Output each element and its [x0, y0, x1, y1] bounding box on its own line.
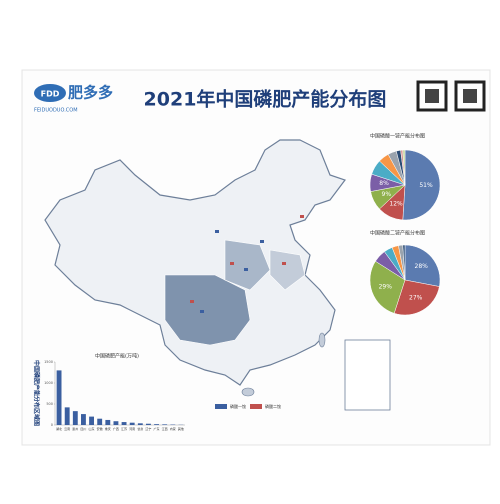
pie-label: 29% [379, 284, 393, 291]
hainan [242, 388, 254, 396]
bar [97, 419, 102, 425]
bar [138, 423, 143, 425]
x-tick-label: 重庆 [105, 426, 111, 431]
x-tick-label: 内蒙 [170, 426, 176, 431]
pie-label: 51% [419, 182, 433, 189]
bar [73, 411, 78, 425]
x-tick-label: 贵州 [72, 426, 78, 431]
pie-label: 28% [415, 263, 429, 270]
pie-label: 9% [382, 191, 392, 198]
x-tick-label: 其他 [178, 426, 184, 431]
x-tick-label: 山东 [89, 426, 95, 431]
pie-title: 中国磷酸一铵产能分布图 [370, 133, 425, 140]
bar-title: 中国磷肥产能(万吨) [95, 353, 139, 360]
bar [105, 420, 110, 425]
bar [154, 424, 159, 425]
y-tick-label: 500 [46, 402, 53, 406]
bar [122, 422, 127, 425]
y-tick-label: 1500 [44, 360, 53, 364]
x-tick-label: 江西 [162, 426, 168, 431]
legend-swatch [250, 404, 262, 409]
x-tick-label: 广东 [154, 426, 160, 431]
x-tick-label: 安徽 [97, 426, 103, 431]
title: 2021年中国磷肥产能分布图 [144, 88, 387, 111]
taiwan [319, 333, 325, 347]
x-tick-label: 辽宁 [145, 426, 151, 431]
logo-site: FEIDUODUO.COM [34, 108, 78, 114]
x-tick-label: 甘肃 [137, 426, 143, 431]
legend-label: 磷酸二铵 [265, 403, 281, 409]
bar-side-title: 中国磷肥产能分布区域图 [33, 360, 41, 426]
x-tick-label: 四川 [80, 427, 86, 431]
bar [81, 414, 86, 425]
legend-swatch [215, 404, 227, 409]
legend-label: 磷酸一铵 [230, 403, 246, 409]
logo-name: 肥多多 [68, 84, 113, 102]
bar [65, 407, 70, 425]
bar [130, 423, 135, 425]
pie-label: 12% [389, 201, 403, 208]
bar [114, 421, 119, 425]
pie-label: 27% [409, 295, 423, 302]
bar [162, 424, 167, 425]
x-tick-label: 云南 [64, 426, 70, 431]
south-sea-inset [345, 340, 390, 410]
pie-label: 8% [379, 180, 389, 187]
logo-mark: FDD [41, 90, 60, 99]
bar [146, 424, 151, 425]
bar [57, 370, 62, 425]
x-tick-label: 江苏 [121, 426, 127, 431]
y-tick-label: 0 [51, 423, 53, 427]
x-tick-label: 广西 [113, 426, 119, 431]
y-tick-label: 1000 [44, 381, 53, 385]
x-tick-label: 河南 [129, 426, 135, 431]
bar [89, 417, 94, 425]
pie-title: 中国磷酸二铵产能分布图 [370, 230, 425, 237]
x-tick-label: 湖北 [56, 426, 62, 431]
